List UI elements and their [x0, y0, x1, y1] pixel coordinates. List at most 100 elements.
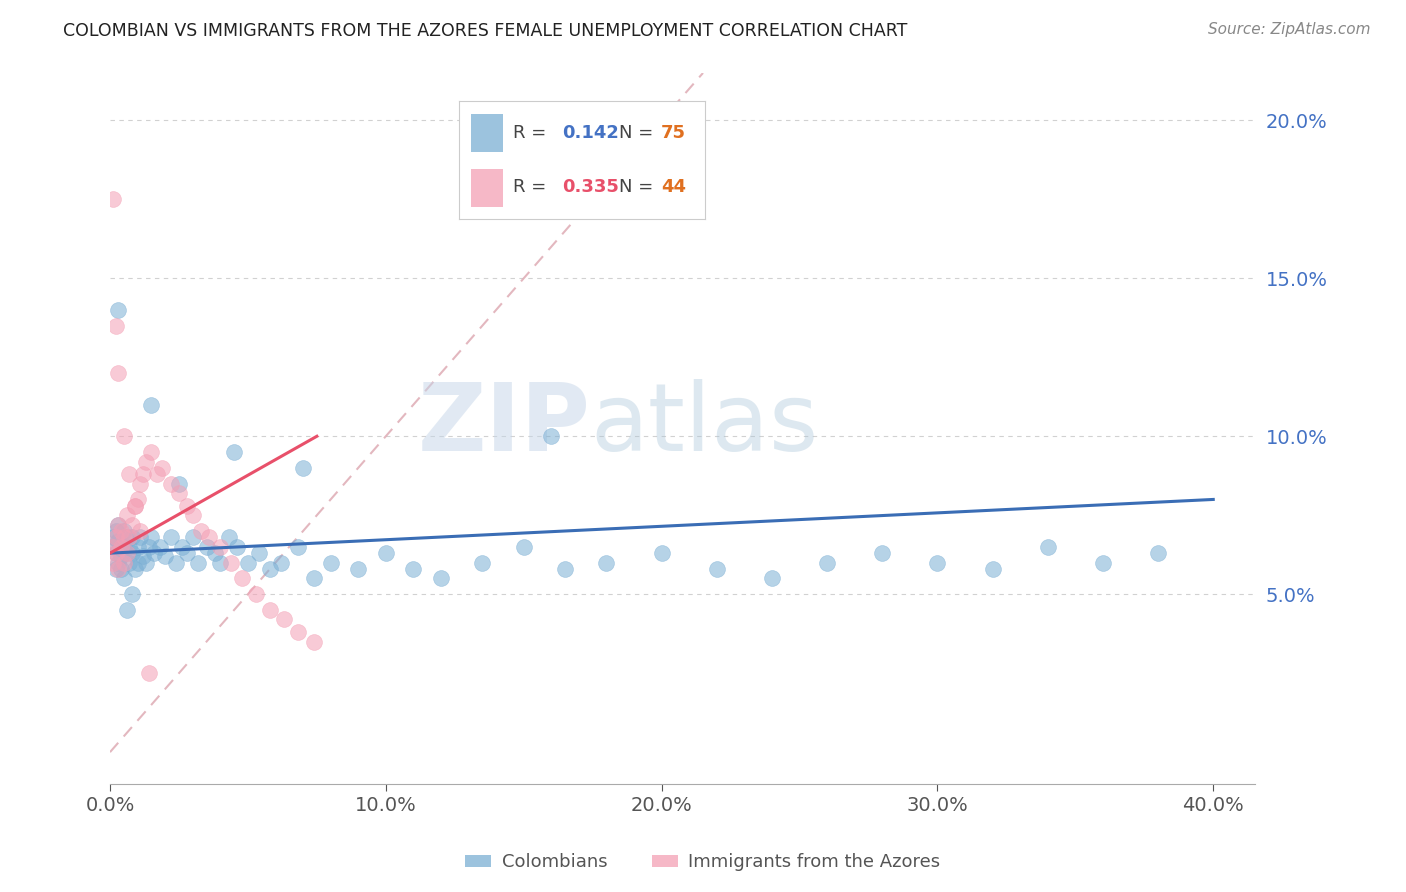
Point — [236, 556, 259, 570]
Point — [112, 540, 135, 554]
Point — [1036, 540, 1059, 554]
Point — [259, 562, 281, 576]
Point — [107, 556, 129, 570]
Point — [981, 562, 1004, 576]
Point — [595, 556, 617, 570]
Point — [204, 546, 226, 560]
Point — [127, 540, 149, 554]
Point — [124, 499, 146, 513]
Point — [104, 318, 127, 333]
Point — [287, 625, 309, 640]
Point — [273, 612, 295, 626]
Point — [927, 556, 949, 570]
Text: Source: ZipAtlas.com: Source: ZipAtlas.com — [1208, 22, 1371, 37]
Point — [129, 476, 152, 491]
Point — [107, 302, 129, 317]
Point — [118, 467, 141, 482]
Point — [101, 540, 124, 554]
Point — [1091, 556, 1114, 570]
Point — [167, 486, 190, 500]
Point — [121, 517, 143, 532]
Point — [815, 556, 838, 570]
Point — [112, 524, 135, 538]
Point — [149, 540, 172, 554]
Point — [115, 530, 138, 544]
Point — [138, 540, 160, 554]
Point — [430, 571, 453, 585]
Point — [651, 546, 673, 560]
Point — [110, 562, 132, 576]
Point — [347, 562, 370, 576]
Point — [270, 556, 292, 570]
Point — [138, 666, 160, 681]
Point — [118, 540, 141, 554]
Point — [176, 546, 198, 560]
Point — [224, 445, 246, 459]
Point — [121, 546, 143, 560]
Point — [127, 492, 149, 507]
Point — [302, 571, 325, 585]
Point — [292, 461, 315, 475]
Point — [107, 533, 129, 548]
Point — [872, 546, 894, 560]
Point — [195, 540, 218, 554]
Point — [107, 366, 129, 380]
Point — [124, 499, 146, 513]
Point — [121, 530, 143, 544]
Point — [115, 508, 138, 523]
Point — [135, 454, 157, 468]
Legend: Colombians, Immigrants from the Azores: Colombians, Immigrants from the Azores — [458, 847, 948, 879]
Point — [115, 546, 138, 560]
Point — [225, 540, 247, 554]
Point — [190, 524, 212, 538]
Point — [159, 530, 181, 544]
Point — [129, 524, 152, 538]
Point — [540, 429, 562, 443]
Point — [245, 587, 267, 601]
Point — [141, 530, 163, 544]
Point — [146, 467, 169, 482]
Point — [287, 540, 309, 554]
Point — [218, 530, 240, 544]
Point — [135, 556, 157, 570]
Point — [181, 508, 204, 523]
Point — [104, 524, 127, 538]
Point — [101, 192, 124, 206]
Point — [176, 499, 198, 513]
Point — [170, 540, 193, 554]
Point — [104, 530, 127, 544]
Point — [127, 556, 149, 570]
Point — [402, 562, 425, 576]
Point — [110, 524, 132, 538]
Point — [132, 549, 155, 564]
Point — [110, 549, 132, 564]
Point — [129, 530, 152, 544]
Point — [118, 556, 141, 570]
Point — [512, 540, 534, 554]
Point — [181, 530, 204, 544]
Point — [554, 562, 576, 576]
Point — [165, 556, 187, 570]
Point — [706, 562, 728, 576]
Text: ZIP: ZIP — [418, 379, 591, 471]
Point — [104, 562, 127, 576]
Point — [101, 556, 124, 570]
Point — [132, 467, 155, 482]
Point — [209, 540, 232, 554]
Text: COLOMBIAN VS IMMIGRANTS FROM THE AZORES FEMALE UNEMPLOYMENT CORRELATION CHART: COLOMBIAN VS IMMIGRANTS FROM THE AZORES … — [63, 22, 908, 40]
Point — [115, 546, 138, 560]
Point — [302, 634, 325, 648]
Point — [104, 546, 127, 560]
Point — [1147, 546, 1170, 560]
Point — [198, 530, 221, 544]
Point — [112, 429, 135, 443]
Point — [112, 556, 135, 570]
Point — [231, 571, 253, 585]
Point — [187, 556, 209, 570]
Point — [101, 540, 124, 554]
Point — [121, 587, 143, 601]
Point — [221, 556, 243, 570]
Point — [141, 398, 163, 412]
Point — [374, 546, 396, 560]
Point — [153, 549, 176, 564]
